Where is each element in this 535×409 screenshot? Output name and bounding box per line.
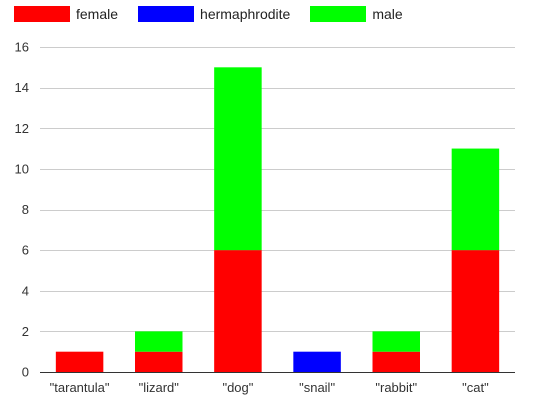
legend-label-male: male (372, 6, 403, 22)
x-tick-label: "snail" (299, 380, 335, 395)
y-tick-label: 6 (22, 243, 29, 258)
legend-swatch-male (310, 6, 367, 22)
bar-segment-female (372, 351, 420, 372)
y-tick-label: 12 (15, 121, 29, 136)
bar-segment-female (214, 250, 262, 372)
legend-item-male: male (310, 6, 403, 22)
x-tick-label: "dog" (222, 380, 253, 395)
y-tick-label: 16 (15, 40, 29, 55)
legend-item-female: female (14, 6, 118, 22)
y-tick-label: 2 (22, 324, 29, 339)
y-tick-label: 10 (15, 161, 29, 176)
legend-item-hermaphrodite: hermaphrodite (138, 6, 290, 22)
x-tick-label: "cat" (462, 380, 489, 395)
chart-legend: female hermaphrodite male (14, 6, 423, 22)
bar-segment-female (55, 351, 104, 372)
legend-label-female: female (76, 6, 119, 22)
bars (55, 67, 500, 372)
bar-segment-female (135, 351, 183, 372)
legend-label-hermaphrodite: hermaphrodite (200, 6, 291, 22)
x-axis-ticks: "tarantula" "lizard" "dog" "snail" "rabbit" "… (50, 380, 489, 395)
bar-segment-hermaphrodite (293, 351, 341, 372)
bar-segment-male (135, 331, 183, 352)
grid-lines (40, 47, 515, 373)
x-tick-label: "rabbit" (375, 380, 417, 395)
bar-segment-female (451, 250, 500, 372)
x-tick-label: "tarantula" (50, 380, 110, 395)
y-tick-label: 8 (22, 202, 29, 217)
y-tick-label: 14 (15, 80, 29, 95)
legend-swatch-female (14, 6, 70, 22)
y-tick-label: 4 (22, 283, 29, 298)
bar-segment-male (372, 331, 420, 352)
legend-swatch-hermaphrodite (138, 6, 195, 22)
x-tick-label: "lizard" (139, 380, 180, 395)
bar-segment-male (451, 148, 500, 251)
y-tick-label: 0 (22, 365, 29, 380)
y-axis-ticks: 0 2 4 6 8 10 12 14 16 (15, 40, 29, 380)
bar-segment-male (214, 67, 262, 251)
